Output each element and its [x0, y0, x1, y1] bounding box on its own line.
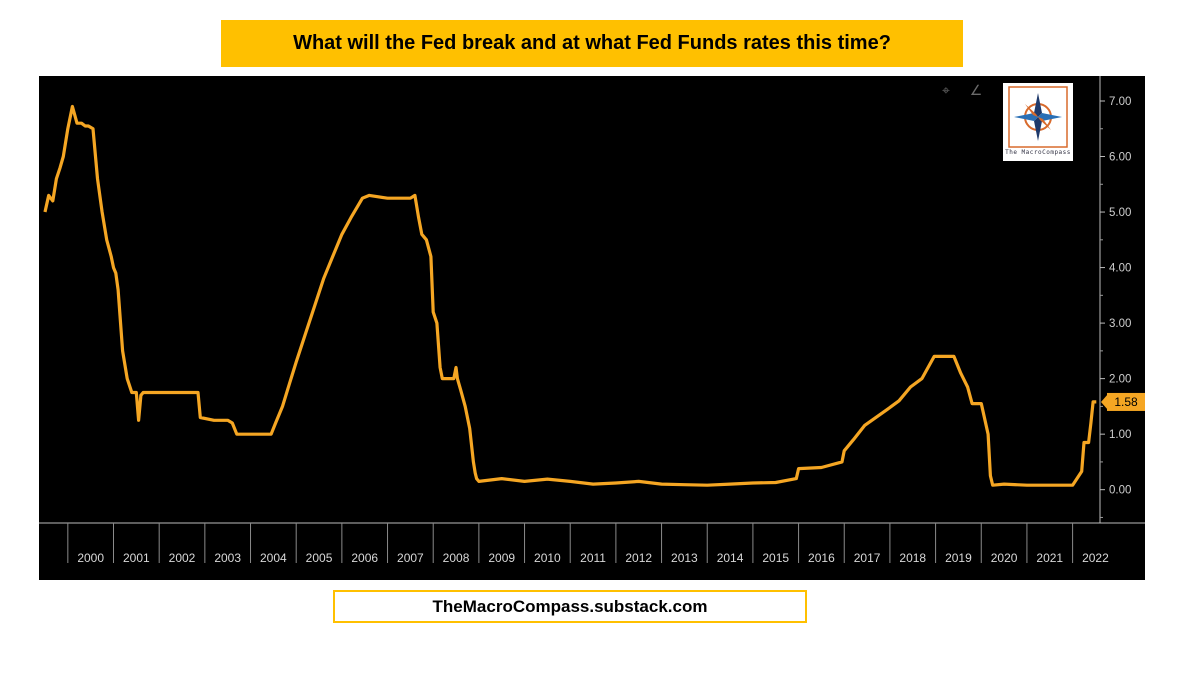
x-tick-label: 2001 [123, 551, 150, 565]
y-tick-label: 4.00 [1109, 263, 1131, 275]
x-tick-label: 2004 [260, 551, 287, 565]
draw-line-icon[interactable]: ∠ [969, 82, 983, 98]
y-tick-label: 0.00 [1109, 485, 1131, 497]
x-tick-label: 2013 [671, 551, 698, 565]
y-tick-label: 5.00 [1109, 207, 1131, 219]
chart-panel: 0.00 1.00 2.00 3.00 4.00 5.00 6.00 7.00 2000 2001… [39, 76, 1145, 580]
compass-rose-icon [1008, 86, 1068, 148]
fed-funds-chart: 0.00 1.00 2.00 3.00 4.00 5.00 6.00 7.00 2000 2001… [39, 76, 1145, 565]
x-tick-label: 2009 [488, 551, 515, 565]
x-tick-label: 2017 [854, 551, 881, 565]
x-tick-label: 2007 [397, 551, 424, 565]
chart-title: What will the Fed break and at what Fed … [293, 32, 891, 54]
macrocompass-logo: The MacroCompass [1003, 83, 1073, 161]
x-tick-label: 2011 [580, 551, 606, 565]
x-tick-label: 2016 [808, 551, 835, 565]
x-tick-label: 2018 [899, 551, 926, 565]
last-value-label: 1.58 [1114, 395, 1138, 409]
x-tick-label: 2020 [991, 551, 1018, 565]
fed-funds-series-line [43, 104, 1097, 487]
y-tick-label: 1.00 [1109, 429, 1131, 441]
source-footer: TheMacroCompass.substack.com [333, 590, 807, 623]
y-tick-label: 2.00 [1109, 374, 1131, 386]
x-tick-label: 2010 [534, 551, 561, 565]
last-value-badge [1107, 392, 1145, 411]
x-tick-label: 2012 [625, 551, 652, 565]
chart-title-banner: What will the Fed break and at what Fed … [221, 20, 963, 67]
x-tick-label: 2021 [1036, 551, 1063, 565]
x-tick-label: 2002 [169, 551, 196, 565]
source-url: TheMacroCompass.substack.com [432, 596, 708, 616]
x-tick-label: 2019 [945, 551, 972, 565]
y-tick-label: 6.00 [1109, 152, 1131, 164]
last-value-pointer [1101, 393, 1108, 410]
x-tick-label: 2006 [351, 551, 378, 565]
y-tick-label: 3.00 [1109, 318, 1131, 330]
x-tick-label: 2015 [762, 551, 789, 565]
crosshair-icon[interactable]: ⌖ [942, 82, 950, 98]
x-tick-label: 2005 [306, 551, 333, 565]
y-tick-label: 7.00 [1109, 96, 1131, 108]
logo-wordmark: The MacroCompass [1005, 149, 1071, 156]
x-tick-label: 2008 [443, 551, 470, 565]
x-tick-label: 2014 [717, 551, 744, 565]
x-tick-label: 2000 [77, 551, 104, 565]
x-tick-label: 2022 [1082, 551, 1109, 565]
x-tick-label: 2003 [214, 551, 241, 565]
